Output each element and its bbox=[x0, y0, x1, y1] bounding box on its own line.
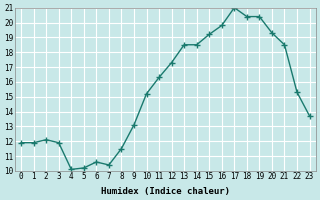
X-axis label: Humidex (Indice chaleur): Humidex (Indice chaleur) bbox=[101, 187, 230, 196]
